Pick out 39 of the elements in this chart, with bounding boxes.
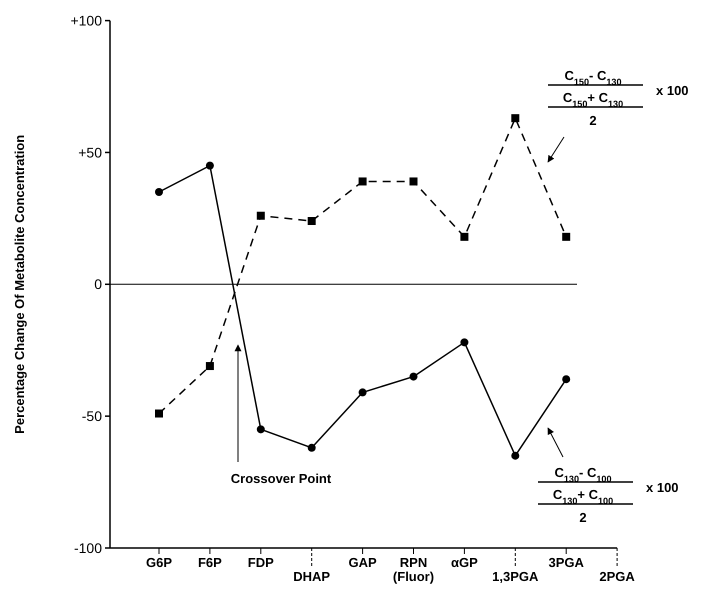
x-tick-label: G6P xyxy=(146,555,172,570)
point xyxy=(460,338,468,346)
x-tick-label: DHAP xyxy=(293,569,330,584)
point xyxy=(308,444,316,452)
x-tick-label: αGP xyxy=(451,555,478,570)
point xyxy=(562,232,570,241)
y-tick-label: +100 xyxy=(70,12,102,28)
x-tick-label: RPN (Fluor) xyxy=(392,555,434,584)
x-tick-label: 3PGA xyxy=(548,555,585,570)
y-tick-label: 0 xyxy=(94,276,102,292)
x-tick-label: GAP xyxy=(348,555,378,570)
point xyxy=(562,375,570,384)
point xyxy=(410,177,418,186)
text: x 100 xyxy=(646,480,679,495)
point xyxy=(511,114,520,122)
annotation: Crossover Point xyxy=(230,471,332,486)
point xyxy=(511,452,520,460)
point xyxy=(358,177,367,186)
annotation: 2 xyxy=(579,510,587,525)
y-tick-label: +50 xyxy=(78,144,102,160)
point xyxy=(308,217,316,226)
point xyxy=(155,410,163,418)
x-tick-label: 1,3PGA xyxy=(492,569,540,584)
point xyxy=(460,232,468,241)
annotation: 2 xyxy=(589,113,597,128)
y-tick-label: -100 xyxy=(74,540,102,556)
y-tick-label: -50 xyxy=(82,408,102,424)
x-tick-label: 2PGA xyxy=(599,569,636,584)
text: x 100 xyxy=(656,83,689,98)
point xyxy=(410,372,418,381)
point xyxy=(206,362,214,370)
point xyxy=(256,425,265,434)
point xyxy=(358,388,367,396)
point xyxy=(206,162,214,170)
x-tick-label: F6P xyxy=(198,555,222,570)
x-tick-label: FDP xyxy=(248,555,274,570)
point xyxy=(155,188,163,196)
y-axis-title: Percentage Change Of Metabolite Concentration xyxy=(12,134,27,434)
point xyxy=(256,212,265,220)
